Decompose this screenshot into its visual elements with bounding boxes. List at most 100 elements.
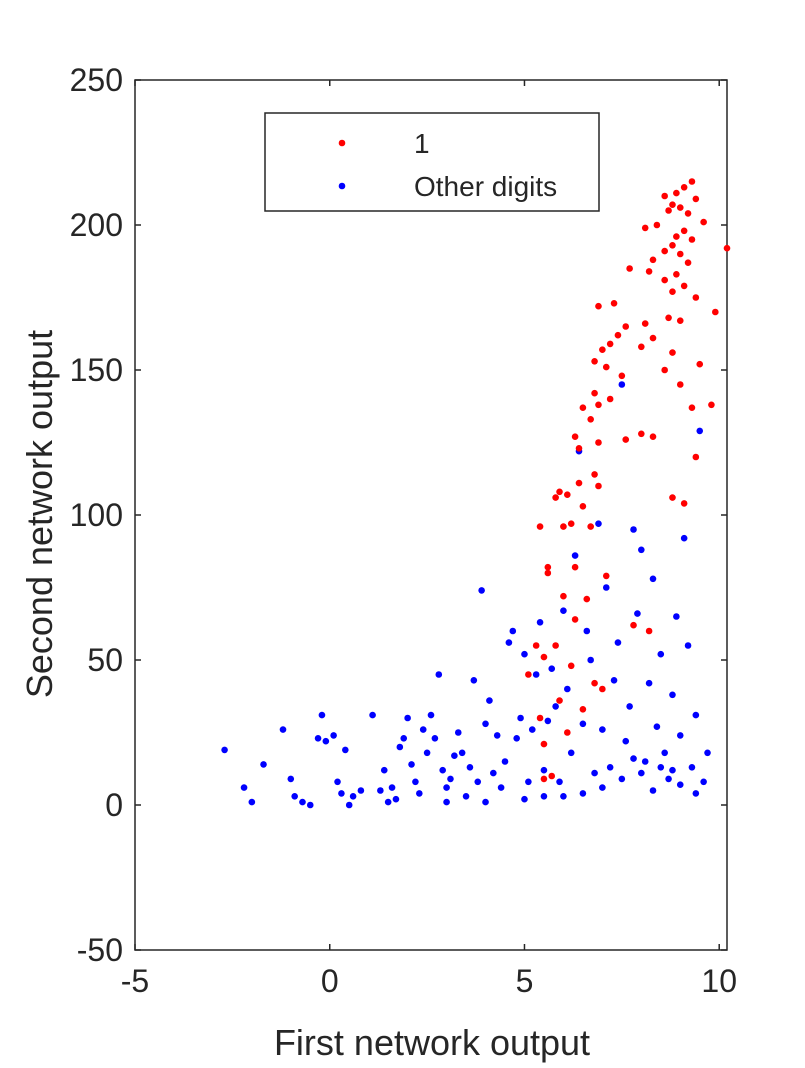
data-point bbox=[431, 735, 439, 742]
data-point bbox=[377, 787, 384, 794]
data-point bbox=[602, 363, 610, 371]
data-point bbox=[400, 735, 408, 742]
data-point bbox=[334, 778, 341, 786]
data-point bbox=[696, 360, 704, 368]
data-point bbox=[556, 778, 563, 786]
data-point bbox=[462, 793, 470, 800]
data-point bbox=[260, 761, 267, 768]
data-point bbox=[338, 790, 345, 797]
data-point bbox=[525, 671, 532, 678]
legend: 1 Other digits bbox=[264, 112, 600, 212]
data-point bbox=[466, 764, 474, 771]
data-point bbox=[287, 775, 295, 783]
data-point bbox=[618, 775, 626, 783]
data-point bbox=[688, 178, 696, 185]
data-point bbox=[661, 749, 668, 757]
data-point bbox=[548, 665, 556, 672]
data-point bbox=[501, 758, 509, 765]
data-point bbox=[579, 720, 587, 728]
data-point bbox=[560, 793, 567, 800]
y-tick-label: -50 bbox=[77, 932, 123, 968]
data-point bbox=[384, 798, 392, 806]
data-point bbox=[676, 732, 684, 739]
data-point bbox=[517, 714, 524, 722]
data-point bbox=[564, 491, 571, 499]
data-point bbox=[606, 764, 614, 771]
data-point bbox=[665, 207, 672, 214]
data-point bbox=[649, 256, 657, 264]
data-point bbox=[454, 729, 462, 736]
data-point bbox=[571, 563, 579, 571]
data-point bbox=[712, 308, 719, 316]
data-point bbox=[723, 244, 731, 252]
data-point bbox=[571, 616, 579, 623]
data-point bbox=[396, 743, 404, 751]
legend-label: 1 bbox=[414, 128, 430, 159]
data-point bbox=[676, 204, 684, 211]
data-point bbox=[536, 714, 544, 722]
data-point bbox=[630, 755, 637, 762]
data-point bbox=[556, 697, 563, 704]
data-point bbox=[661, 247, 668, 255]
data-point bbox=[404, 714, 411, 722]
data-point bbox=[653, 723, 661, 730]
data-point bbox=[649, 433, 657, 441]
data-point bbox=[369, 711, 376, 719]
data-point bbox=[676, 781, 684, 788]
data-point bbox=[408, 761, 415, 768]
data-point bbox=[684, 259, 692, 267]
data-point bbox=[649, 787, 657, 794]
data-point bbox=[560, 607, 567, 614]
data-point bbox=[509, 627, 517, 635]
data-point bbox=[610, 677, 618, 684]
x-tick-label: -5 bbox=[121, 963, 149, 999]
data-point bbox=[645, 268, 653, 275]
data-point bbox=[540, 766, 548, 774]
data-point bbox=[602, 572, 610, 580]
data-point bbox=[669, 766, 676, 774]
data-point bbox=[591, 471, 598, 478]
data-point bbox=[688, 236, 696, 243]
data-point bbox=[641, 758, 649, 765]
data-point bbox=[641, 224, 649, 232]
data-point bbox=[490, 769, 497, 777]
data-point bbox=[443, 784, 450, 791]
data-point bbox=[630, 526, 637, 533]
data-point bbox=[661, 192, 668, 200]
data-point bbox=[583, 627, 591, 635]
data-point bbox=[427, 711, 435, 719]
data-point bbox=[665, 775, 672, 783]
data-point bbox=[571, 552, 579, 559]
legend-label: Other digits bbox=[414, 171, 557, 202]
data-point bbox=[240, 784, 248, 791]
data-point bbox=[388, 784, 396, 791]
data-point bbox=[447, 775, 454, 783]
data-point bbox=[423, 749, 431, 757]
x-axis-title: First network output bbox=[274, 1022, 590, 1063]
data-point bbox=[552, 703, 559, 710]
data-point bbox=[692, 711, 700, 719]
data-point bbox=[610, 300, 618, 307]
data-point bbox=[614, 331, 622, 339]
data-point bbox=[599, 685, 606, 693]
data-point bbox=[595, 302, 602, 310]
data-point bbox=[595, 520, 602, 527]
data-point bbox=[419, 726, 427, 733]
data-point bbox=[680, 534, 688, 542]
data-point bbox=[606, 395, 614, 403]
data-point bbox=[306, 801, 314, 809]
data-point bbox=[669, 242, 676, 249]
data-point bbox=[380, 766, 388, 774]
data-point bbox=[692, 294, 700, 301]
data-point bbox=[649, 575, 657, 583]
data-point bbox=[505, 639, 513, 646]
data-point bbox=[626, 265, 633, 272]
data-point bbox=[458, 749, 466, 757]
data-point bbox=[525, 778, 532, 786]
data-point bbox=[478, 587, 485, 594]
data-point bbox=[532, 671, 540, 678]
data-point bbox=[688, 404, 696, 412]
data-point bbox=[688, 764, 696, 771]
data-point bbox=[560, 592, 567, 600]
data-point bbox=[684, 210, 692, 217]
